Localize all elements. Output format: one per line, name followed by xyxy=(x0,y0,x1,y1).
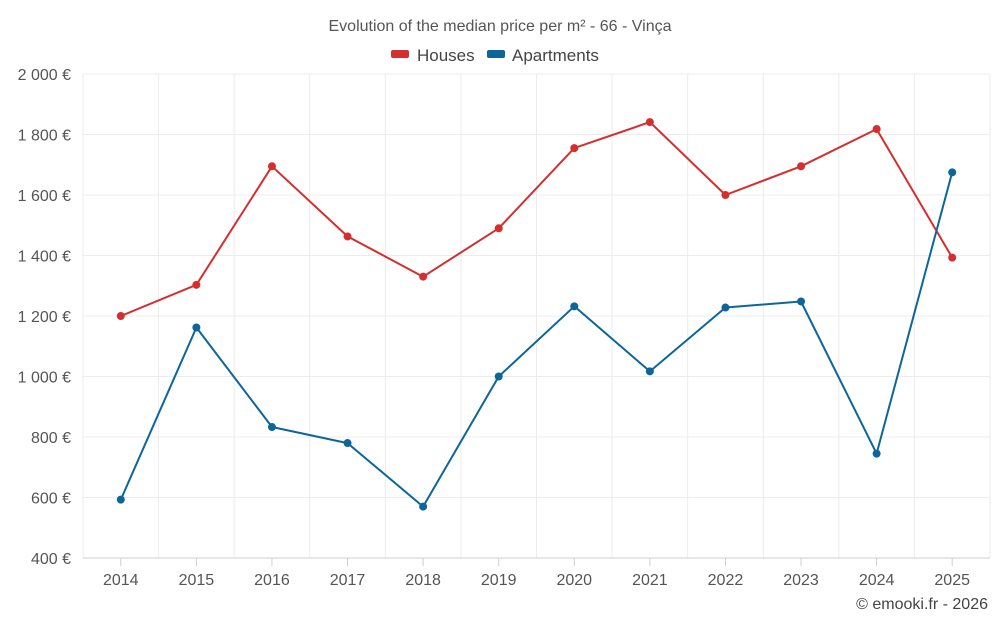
data-point-houses[interactable] xyxy=(267,162,276,171)
data-point-houses[interactable] xyxy=(570,144,579,153)
data-point-houses[interactable] xyxy=(721,191,730,199)
data-point-apartments[interactable] xyxy=(721,303,730,312)
y-tick-label: 1 600 € xyxy=(18,188,71,205)
data-point-apartments[interactable] xyxy=(116,495,125,504)
data-point-houses[interactable] xyxy=(494,224,503,233)
data-point-apartments[interactable] xyxy=(872,449,881,458)
y-tick-label: 600 € xyxy=(31,491,71,508)
series-houses xyxy=(116,118,957,320)
x-tick-label: 2022 xyxy=(708,572,744,589)
data-point-houses[interactable] xyxy=(419,272,428,281)
y-tick-label: 1 000 € xyxy=(18,370,71,387)
x-tick-label: 2025 xyxy=(934,572,970,589)
chart-title: Evolution of the median price per m² - 6… xyxy=(329,18,672,35)
data-point-apartments[interactable] xyxy=(267,423,276,432)
series-line-apartments xyxy=(119,172,954,508)
data-point-apartments[interactable] xyxy=(570,302,579,311)
data-point-houses[interactable] xyxy=(192,280,201,289)
series-apartments xyxy=(116,168,957,511)
data-point-houses[interactable] xyxy=(645,118,654,127)
y-tick-label: 1 800 € xyxy=(18,128,71,145)
legend-label-houses[interactable]: Houses xyxy=(417,46,475,65)
data-point-houses[interactable] xyxy=(116,312,125,320)
x-tick-label: 2021 xyxy=(632,572,668,589)
credit-text: © emooki.fr - 2026 xyxy=(856,596,988,613)
y-tick-label: 400 € xyxy=(31,551,71,568)
x-tick-label: 2023 xyxy=(783,572,819,589)
legend-swatch-houses xyxy=(391,50,409,58)
data-point-apartments[interactable] xyxy=(343,439,352,448)
data-point-apartments[interactable] xyxy=(419,502,428,511)
y-tick-label: 800 € xyxy=(31,430,71,447)
x-tick-label: 2016 xyxy=(254,572,290,589)
data-point-apartments[interactable] xyxy=(797,297,806,306)
data-point-houses[interactable] xyxy=(343,232,352,241)
legend-swatch-apartments xyxy=(487,50,505,58)
data-point-houses[interactable] xyxy=(797,162,806,171)
x-tick-label: 2019 xyxy=(481,572,517,589)
series-line-houses xyxy=(120,121,954,317)
x-tick-label: 2017 xyxy=(330,572,366,589)
x-tick-label: 2015 xyxy=(179,572,215,589)
x-tick-label: 2024 xyxy=(859,572,895,589)
y-tick-label: 1 400 € xyxy=(18,249,71,266)
y-axis: 400 € 600 € 800 € 1 000 € 1 200 € 1 400 € 1 60… xyxy=(18,67,71,568)
data-point-houses[interactable] xyxy=(948,253,957,262)
gridlines xyxy=(82,73,991,558)
x-axis: 2014 2015 2016 2017 2018 2019 2020 2021 2022 2023… xyxy=(83,557,990,589)
y-tick-label: 2 000 € xyxy=(18,67,71,84)
series-group xyxy=(116,118,957,511)
data-point-apartments[interactable] xyxy=(192,323,201,332)
data-point-houses[interactable] xyxy=(872,125,881,134)
data-point-apartments[interactable] xyxy=(948,168,957,177)
legend: Houses Apartments xyxy=(391,46,599,65)
x-tick-label: 2014 xyxy=(103,572,139,589)
legend-label-apartments[interactable]: Apartments xyxy=(512,46,599,65)
data-point-apartments[interactable] xyxy=(645,367,654,376)
x-tick-label: 2018 xyxy=(405,572,441,589)
y-tick-label: 1 200 € xyxy=(18,309,71,326)
x-tick-label: 2020 xyxy=(556,572,592,589)
data-point-apartments[interactable] xyxy=(494,372,503,381)
